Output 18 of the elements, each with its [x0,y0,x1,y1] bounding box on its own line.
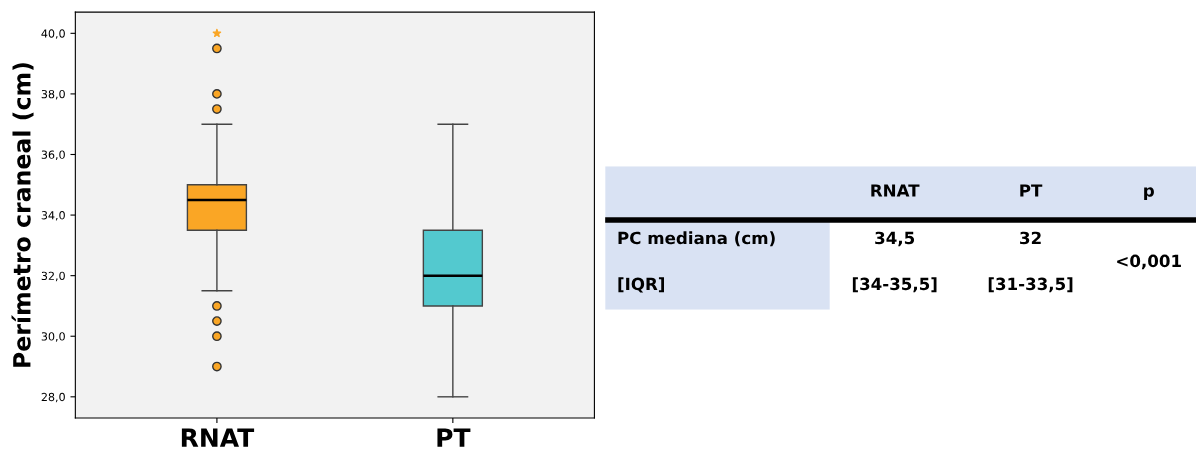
y-axis-title: Perímetro craneal (cm) [11,63,34,367]
text: [31-33,5] [988,277,1073,293]
text: p [1144,187,1154,201]
text: RNAT [871,184,920,197]
text: 34,5 [875,231,915,247]
text: 32 [1020,231,1041,245]
y-tick-label: 40,0 [41,29,65,39]
text: PC mediana (cm) [618,231,775,247]
text: [34-35,5] [852,277,937,293]
y-tick-label: 30,0 [41,332,65,342]
y-tick-label: 32,0 [41,271,65,282]
y-tick-label: 38,0 [41,89,65,100]
text: <0,001 [1117,254,1181,270]
y-tick-label: 28,0 [41,392,65,403]
y-tick-label: 36,0 [41,150,65,160]
text: [IQR] [618,277,664,293]
text: PT [1020,184,1043,197]
y-tick-label: 34,0 [41,211,65,221]
